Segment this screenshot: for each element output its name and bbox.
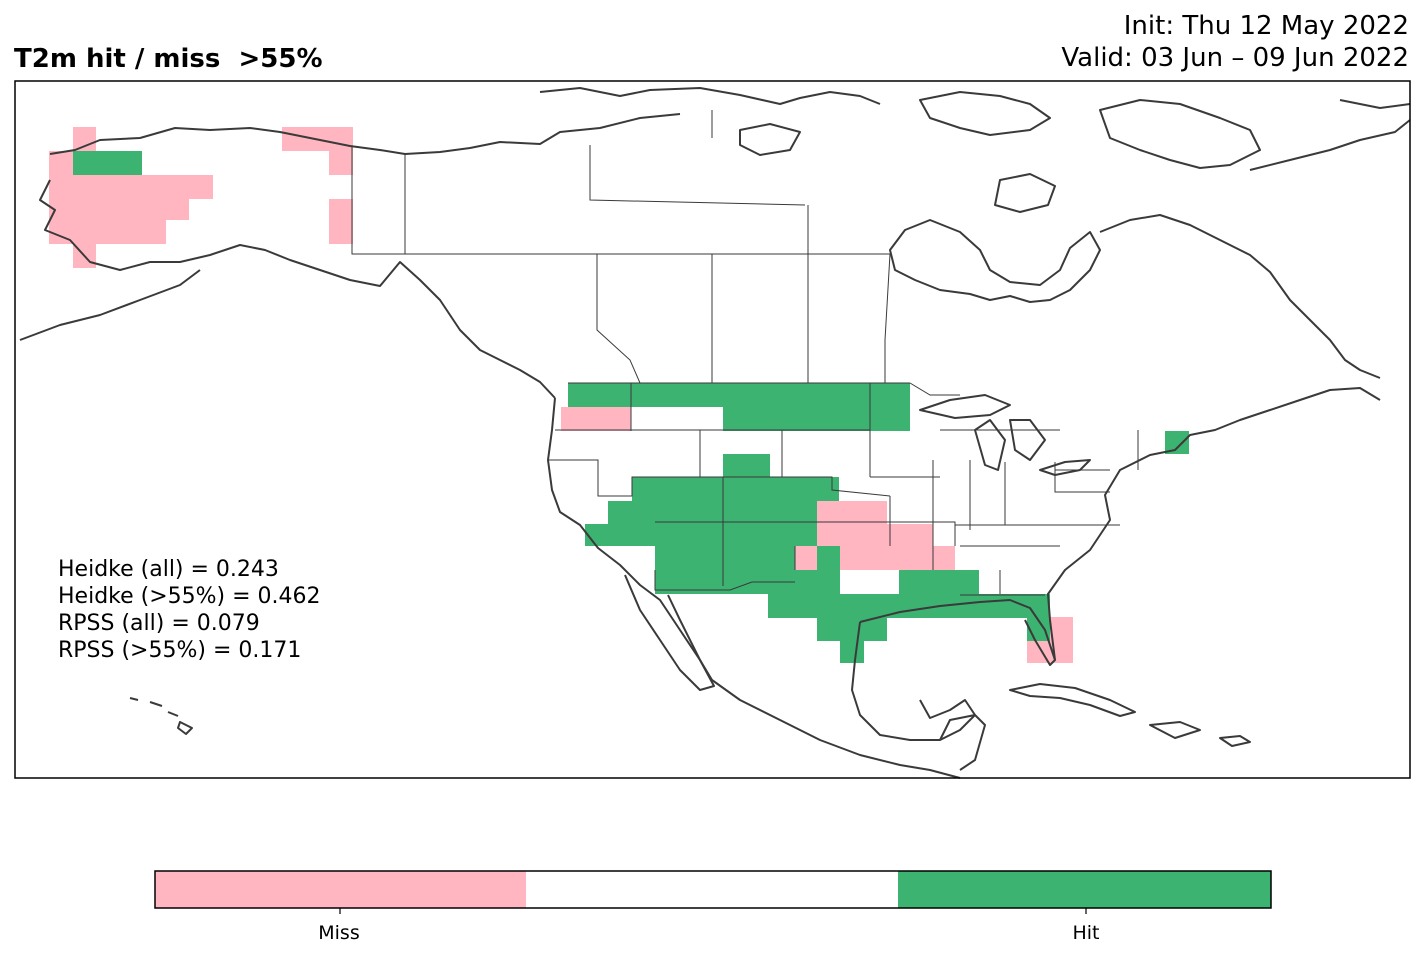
miss-cell <box>49 151 73 175</box>
colorbar-miss-segment <box>155 871 526 908</box>
forecast-cells <box>49 127 1189 663</box>
miss-cell <box>329 199 353 244</box>
colorbar-neutral-segment <box>526 871 898 908</box>
colorbar-border <box>154 870 1272 909</box>
forecast-dates: Init: Thu 12 May 2022 Valid: 03 Jun – 09… <box>1061 10 1409 74</box>
hit-cell <box>1165 431 1189 454</box>
init-date: Init: Thu 12 May 2022 <box>1123 11 1409 41</box>
miss-cell <box>49 199 189 220</box>
miss-cell <box>49 220 166 244</box>
hit-cells-alaska <box>73 151 142 175</box>
hit-cell <box>73 151 142 175</box>
miss-cell <box>795 546 817 570</box>
hit-cell <box>723 407 910 431</box>
rpss-above-55: RPSS (>55%) = 0.171 <box>58 638 302 663</box>
hit-cell <box>809 477 839 501</box>
hit-cell <box>817 546 842 570</box>
colorbar-hit-segment <box>898 871 1271 908</box>
hit-cell <box>723 454 770 478</box>
hit-cell <box>817 617 887 641</box>
borders <box>351 110 1139 596</box>
hit-cell <box>608 501 817 525</box>
colorbar-label-hit: Hit <box>1072 922 1100 944</box>
miss-cell <box>817 524 933 546</box>
hit-cells-conus <box>568 383 1189 663</box>
miss-cell <box>73 127 96 151</box>
skill-scores: Heidke (all) = 0.243 Heidke (>55%) = 0.4… <box>58 556 321 664</box>
miss-cells-conus <box>561 407 1073 663</box>
hit-cell <box>568 383 910 407</box>
map-title: T2m hit / miss >55% <box>14 44 323 74</box>
hit-cell <box>768 594 1050 618</box>
miss-cell <box>329 151 353 175</box>
valid-period: Valid: 03 Jun – 09 Jun 2022 <box>1061 43 1409 73</box>
colorbar <box>154 870 1272 914</box>
rpss-all: RPSS (all) = 0.079 <box>58 611 260 636</box>
coastlines <box>19 87 1411 779</box>
colorbar-label-miss: Miss <box>318 922 360 944</box>
hit-cell <box>632 477 809 501</box>
miss-cell <box>1050 617 1073 641</box>
hit-cell <box>840 641 864 663</box>
miss-cell <box>561 407 631 431</box>
map-frame <box>14 80 1411 779</box>
miss-cell <box>817 501 887 524</box>
heidke-all: Heidke (all) = 0.243 <box>58 557 279 582</box>
hit-cell <box>899 570 979 594</box>
miss-cells-alaska <box>49 127 353 268</box>
miss-cell <box>840 546 955 570</box>
hit-cell <box>585 524 817 546</box>
heidke-above-55: Heidke (>55%) = 0.462 <box>58 584 321 609</box>
miss-cell <box>49 175 213 199</box>
hit-cell <box>655 546 795 570</box>
